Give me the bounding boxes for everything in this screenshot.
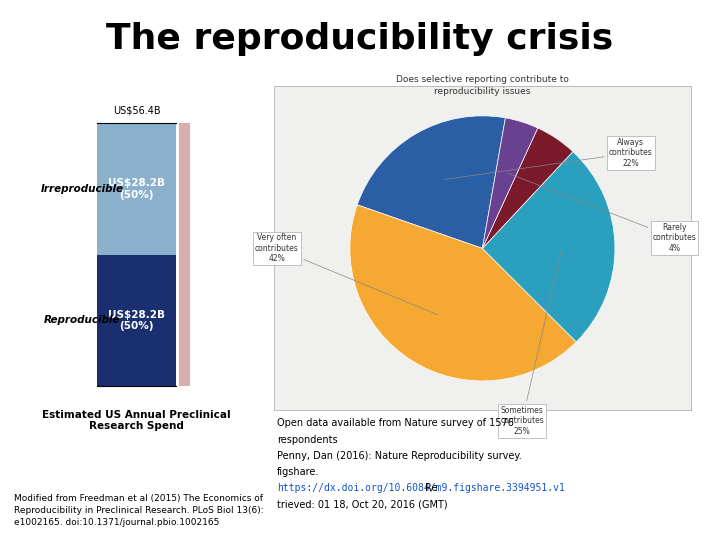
Wedge shape <box>357 116 505 248</box>
Bar <box>97 255 176 386</box>
Text: Open data available from Nature survey of 1576: Open data available from Nature survey o… <box>277 418 514 429</box>
Text: Penny, Dan (2016): Nature Reproducibility survey.: Penny, Dan (2016): Nature Reproducibilit… <box>277 451 522 461</box>
Text: The reproducibility crisis: The reproducibility crisis <box>107 22 613 56</box>
Text: Rarely
contributes
4%: Rarely contributes 4% <box>509 173 696 253</box>
Wedge shape <box>350 205 576 381</box>
Text: Re: Re <box>426 483 438 494</box>
Text: Reproducible: Reproducible <box>44 315 120 326</box>
Text: https://dx.doi.org/10.6084/m9.figshare.3394951.v1: https://dx.doi.org/10.6084/m9.figshare.3… <box>277 483 565 494</box>
Wedge shape <box>482 118 538 248</box>
Text: Very often
contributes
42%: Very often contributes 42% <box>255 233 438 315</box>
Title: Does selective reporting contribute to
reproducibility issues: Does selective reporting contribute to r… <box>396 76 569 96</box>
Wedge shape <box>482 128 573 248</box>
Text: Sometimes
contributes
25%: Sometimes contributes 25% <box>500 249 562 436</box>
Bar <box>179 124 190 386</box>
Text: US$28.2B
(50%): US$28.2B (50%) <box>108 178 166 200</box>
Text: Irreproducible: Irreproducible <box>40 184 124 194</box>
Text: trieved: 01 18, Oct 20, 2016 (GMT): trieved: 01 18, Oct 20, 2016 (GMT) <box>277 500 448 510</box>
Text: Always
contributes
22%: Always contributes 22% <box>445 138 653 179</box>
Text: US$56.4B: US$56.4B <box>113 106 161 116</box>
Text: Modified from Freedman et al (2015) The Economics of
Reproducibility in Preclini: Modified from Freedman et al (2015) The … <box>14 494 264 526</box>
Text: US$28.2B
(50%): US$28.2B (50%) <box>108 309 166 331</box>
Text: figshare.: figshare. <box>277 467 320 477</box>
Text: Estimated US Annual Preclinical
Research Spend: Estimated US Annual Preclinical Research… <box>42 410 231 431</box>
Text: respondents: respondents <box>277 435 338 445</box>
Wedge shape <box>482 152 615 342</box>
Bar <box>97 124 176 255</box>
